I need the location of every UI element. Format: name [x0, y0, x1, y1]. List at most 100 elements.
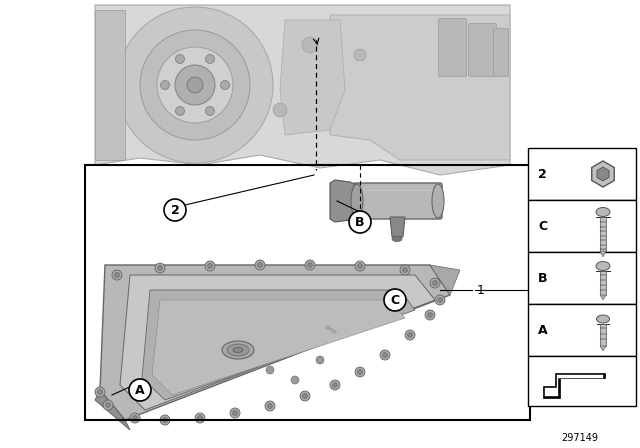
Circle shape	[207, 263, 212, 268]
Polygon shape	[100, 265, 450, 420]
Text: A: A	[135, 383, 145, 396]
Circle shape	[230, 408, 240, 418]
Polygon shape	[120, 275, 435, 410]
Circle shape	[400, 265, 410, 275]
Circle shape	[112, 270, 122, 280]
Circle shape	[333, 383, 337, 388]
Circle shape	[405, 330, 415, 340]
Text: 2: 2	[538, 168, 547, 181]
Circle shape	[106, 402, 111, 408]
Bar	[528, 252, 636, 304]
Circle shape	[355, 367, 365, 377]
Circle shape	[358, 370, 362, 375]
Circle shape	[205, 107, 214, 116]
Circle shape	[428, 313, 433, 318]
Polygon shape	[600, 346, 606, 351]
Ellipse shape	[596, 207, 610, 216]
Circle shape	[97, 389, 102, 395]
Bar	[600, 217, 606, 251]
Polygon shape	[545, 375, 603, 396]
Circle shape	[316, 356, 324, 364]
Ellipse shape	[432, 184, 444, 218]
Circle shape	[300, 391, 310, 401]
Polygon shape	[600, 251, 606, 257]
Polygon shape	[597, 167, 609, 181]
Circle shape	[155, 263, 165, 273]
Circle shape	[273, 103, 287, 117]
Bar	[600, 271, 606, 295]
Circle shape	[175, 55, 184, 64]
Circle shape	[175, 65, 215, 105]
Ellipse shape	[392, 237, 402, 241]
FancyBboxPatch shape	[438, 18, 467, 77]
Circle shape	[433, 280, 438, 285]
Circle shape	[303, 393, 307, 399]
Circle shape	[221, 81, 230, 90]
Circle shape	[425, 310, 435, 320]
Circle shape	[132, 415, 138, 421]
Text: 297149: 297149	[561, 433, 598, 443]
Circle shape	[354, 49, 366, 61]
Circle shape	[380, 350, 390, 360]
Polygon shape	[142, 290, 415, 400]
Circle shape	[266, 366, 274, 374]
Text: BMW: BMW	[323, 324, 337, 336]
Circle shape	[160, 415, 170, 425]
Circle shape	[195, 413, 205, 423]
Circle shape	[205, 261, 215, 271]
Circle shape	[265, 401, 275, 411]
Circle shape	[384, 289, 406, 311]
Circle shape	[205, 55, 214, 64]
Bar	[528, 304, 636, 356]
Circle shape	[305, 260, 315, 270]
Circle shape	[383, 353, 387, 358]
Ellipse shape	[227, 344, 249, 356]
Circle shape	[330, 380, 340, 390]
Circle shape	[355, 261, 365, 271]
Circle shape	[403, 267, 408, 272]
Circle shape	[430, 278, 440, 288]
Polygon shape	[95, 390, 130, 430]
Text: 2: 2	[171, 203, 179, 216]
Bar	[528, 200, 636, 252]
Polygon shape	[330, 180, 360, 222]
Circle shape	[255, 260, 265, 270]
Text: 1: 1	[477, 284, 485, 297]
Circle shape	[187, 77, 203, 93]
Circle shape	[115, 272, 120, 277]
Text: A: A	[538, 323, 548, 336]
Polygon shape	[280, 20, 345, 135]
Circle shape	[291, 376, 299, 384]
Circle shape	[349, 211, 371, 233]
Circle shape	[157, 266, 163, 271]
Polygon shape	[600, 295, 606, 300]
Polygon shape	[390, 217, 405, 237]
Circle shape	[408, 332, 413, 337]
Bar	[85, 165, 530, 420]
Circle shape	[307, 263, 312, 267]
Circle shape	[103, 400, 113, 410]
Circle shape	[140, 30, 250, 140]
Polygon shape	[330, 15, 510, 160]
Ellipse shape	[233, 348, 243, 353]
Ellipse shape	[222, 341, 254, 359]
Circle shape	[163, 418, 168, 422]
FancyBboxPatch shape	[493, 29, 509, 77]
Circle shape	[435, 295, 445, 305]
Circle shape	[129, 379, 151, 401]
Circle shape	[130, 413, 140, 423]
Polygon shape	[543, 373, 605, 398]
Circle shape	[358, 263, 362, 268]
Text: C: C	[538, 220, 547, 233]
Text: C: C	[390, 293, 399, 306]
Bar	[528, 356, 636, 406]
Circle shape	[268, 404, 273, 409]
Circle shape	[257, 263, 262, 267]
Bar	[600, 324, 606, 346]
Bar	[528, 148, 636, 200]
FancyBboxPatch shape	[353, 183, 442, 219]
Circle shape	[157, 47, 233, 123]
Polygon shape	[95, 10, 125, 160]
Circle shape	[117, 7, 273, 163]
Circle shape	[232, 410, 237, 415]
